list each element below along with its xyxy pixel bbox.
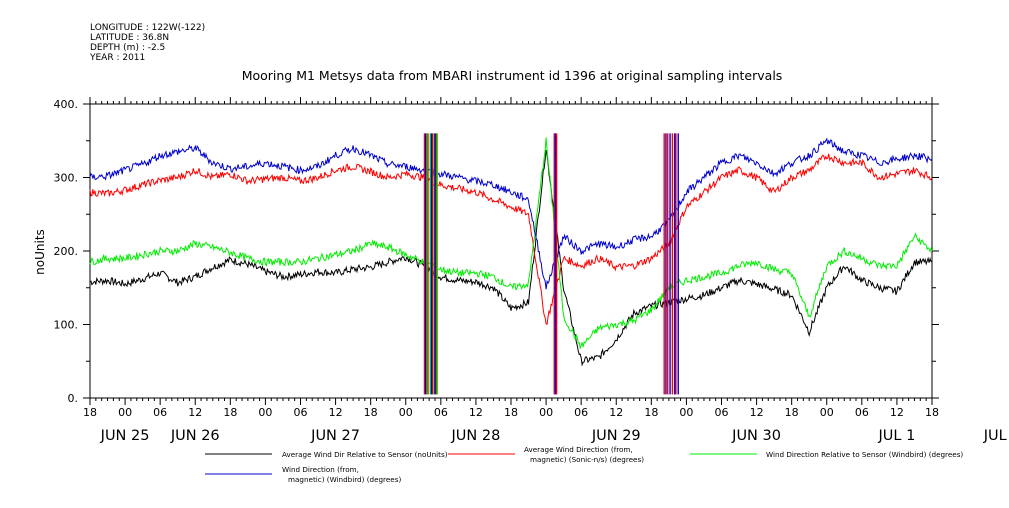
metadata-block: LONGITUDE : 122W(-122) LATITUDE : 36.8N … — [89, 23, 205, 63]
x-hour-tick-label: 06 — [574, 406, 588, 419]
x-day-label: JUL 2 — [983, 428, 1009, 444]
y-tick-label: 200. — [54, 245, 79, 258]
y-tick-label: 300. — [54, 172, 79, 185]
x-hour-tick-label: 18 — [364, 406, 378, 419]
y-tick-label: 100. — [54, 319, 79, 332]
x-hour-tick-label: 00 — [539, 406, 553, 419]
x-hour-tick-label: 00 — [679, 406, 693, 419]
y-axis-label: noUnits — [33, 229, 47, 275]
x-day-label: JUN 28 — [451, 428, 501, 444]
x-day-label: JUN 29 — [591, 428, 641, 444]
x-hour-tick-label: 00 — [258, 406, 272, 419]
series-line-1 — [90, 154, 932, 324]
x-hour-tick-label: 12 — [750, 406, 764, 419]
plot-frame — [90, 104, 932, 398]
x-hour-tick-label: 00 — [118, 406, 132, 419]
x-hour-tick-label: 00 — [399, 406, 413, 419]
legend-label-wind-direction-relative-windbird: Wind Direction Relative to Sensor (Windb… — [766, 450, 963, 459]
meta-longitude: LONGITUDE : 122W(-122) — [90, 23, 205, 33]
legend-label-wind-direction-windbird-1: Wind Direction (from, — [282, 465, 359, 474]
meta-latitude: LATITUDE : 36.8N — [90, 33, 169, 43]
x-hour-tick-label: 12 — [188, 406, 202, 419]
x-hour-tick-label: 06 — [715, 406, 729, 419]
meta-depth: DEPTH (m) : -2.5 — [90, 43, 165, 53]
x-hour-tick-label: 00 — [820, 406, 834, 419]
x-hour-tick-label: 12 — [329, 406, 343, 419]
x-day-label: JUN 27 — [310, 428, 360, 444]
plot-series — [90, 133, 932, 394]
y-tick-label: 0. — [68, 392, 79, 405]
legend-label-avg-wind-direction-sonic-1: Average Wind Direction (from, — [524, 445, 633, 454]
legend-label-wind-direction-windbird-2: magnetic) (Windbird) (degrees) — [288, 475, 401, 484]
x-hour-tick-label: 18 — [785, 406, 799, 419]
y-tick-label: 400. — [54, 98, 79, 111]
legend-label-avg-wind-direction-sonic-2: magnetic) (Sonic-n/s) (degrees) — [530, 455, 644, 464]
x-day-label: JUN 26 — [170, 428, 220, 444]
x-day-label: JUL 1 — [878, 428, 916, 444]
x-hour-tick-label: 06 — [294, 406, 308, 419]
legend-label-avg-wind-dir-relative: Average Wind Dir Relative to Sensor (noU… — [282, 450, 448, 459]
x-day-label: JUN 25 — [100, 428, 150, 444]
series-line-0 — [90, 150, 932, 365]
x-hour-tick-label: 06 — [434, 406, 448, 419]
x-hour-tick-label: 06 — [153, 406, 167, 419]
x-hour-tick-label: 18 — [925, 406, 939, 419]
meta-year: YEAR : 2011 — [89, 53, 145, 63]
x-hour-tick-label: 18 — [644, 406, 658, 419]
series-line-3 — [90, 139, 932, 289]
x-hour-tick-label: 18 — [223, 406, 237, 419]
x-hour-tick-label: 18 — [83, 406, 97, 419]
x-day-label: JUN 30 — [731, 428, 781, 444]
x-hour-tick-label: 12 — [890, 406, 904, 419]
x-hour-tick-label: 18 — [504, 406, 518, 419]
legend: Average Wind Dir Relative to Sensor (noU… — [205, 445, 963, 484]
x-hour-tick-label: 12 — [609, 406, 623, 419]
series-line-2 — [90, 138, 932, 349]
x-hour-tick-label: 12 — [469, 406, 483, 419]
chart-title: Mooring M1 Metsys data from MBARI instru… — [242, 68, 783, 83]
x-hour-tick-label: 06 — [855, 406, 869, 419]
